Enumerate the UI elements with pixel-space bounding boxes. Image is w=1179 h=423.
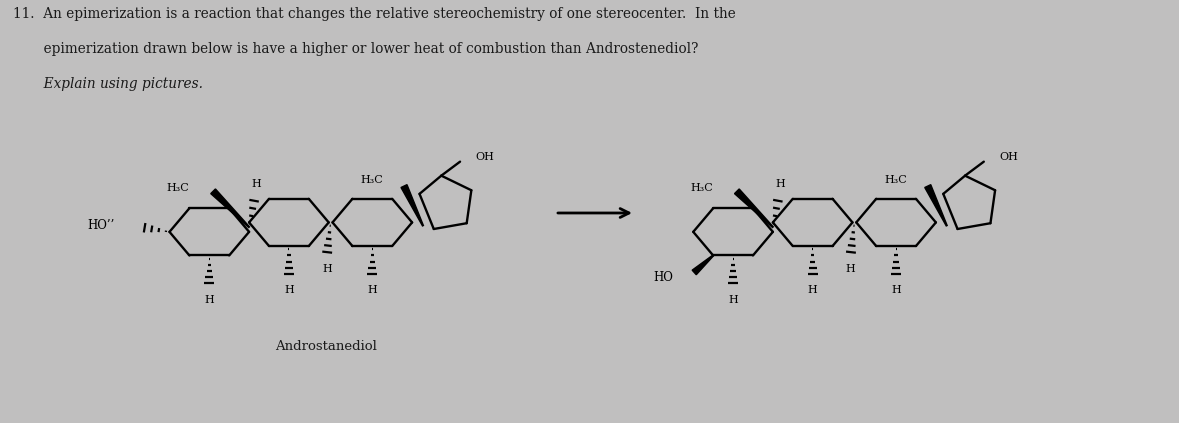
- Text: H: H: [776, 179, 785, 189]
- Polygon shape: [924, 185, 947, 226]
- Text: H: H: [322, 264, 331, 274]
- Text: H: H: [891, 286, 901, 295]
- Text: OH: OH: [999, 152, 1017, 162]
- Text: OH: OH: [475, 152, 494, 162]
- Text: H: H: [204, 295, 215, 305]
- Text: HO’’: HO’’: [87, 219, 114, 232]
- Text: H: H: [368, 286, 377, 295]
- Polygon shape: [735, 189, 773, 228]
- Text: 11.  An epimerization is a reaction that changes the relative stereochemistry of: 11. An epimerization is a reaction that …: [13, 7, 736, 21]
- Text: H: H: [845, 264, 856, 274]
- Polygon shape: [692, 255, 713, 275]
- Text: H: H: [284, 286, 294, 295]
- Text: H: H: [252, 179, 262, 189]
- Text: Explain using pictures.: Explain using pictures.: [13, 77, 203, 91]
- Text: Androstanediol: Androstanediol: [275, 340, 376, 353]
- Text: H₃C: H₃C: [884, 176, 907, 185]
- Text: H₃C: H₃C: [166, 182, 190, 192]
- Text: HO: HO: [653, 271, 673, 284]
- Text: epimerization drawn below is have a higher or lower heat of combustion than Andr: epimerization drawn below is have a high…: [13, 42, 699, 56]
- Text: H: H: [808, 286, 817, 295]
- Text: H: H: [729, 295, 738, 305]
- Text: H₃C: H₃C: [361, 176, 383, 185]
- Polygon shape: [211, 189, 250, 228]
- Polygon shape: [401, 185, 423, 226]
- Text: H₃C: H₃C: [691, 182, 713, 192]
